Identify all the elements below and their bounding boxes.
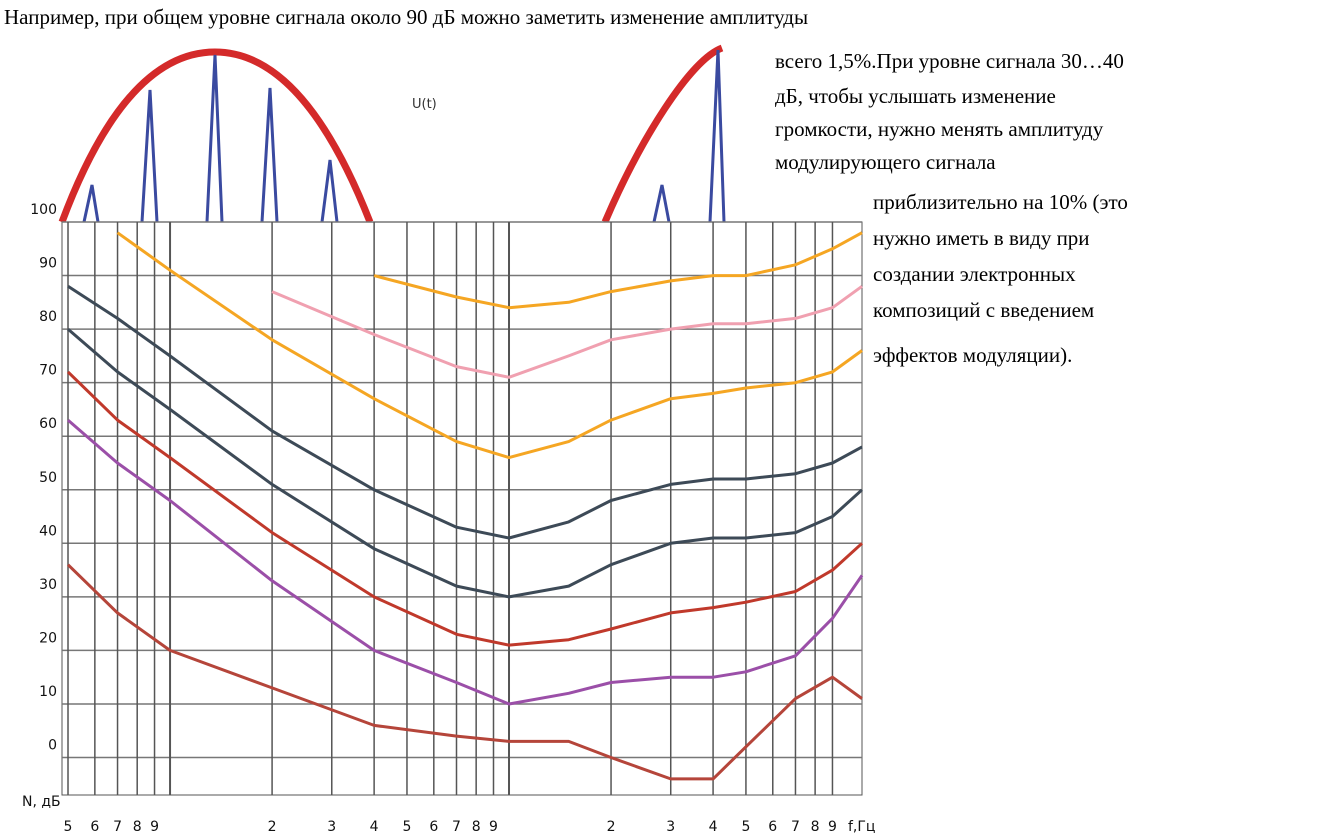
x-tick-label: 2 [268, 819, 277, 835]
y-tick-label: 60 [39, 416, 57, 432]
y-tick-label: 10 [39, 684, 57, 700]
y-tick-label: 80 [39, 309, 57, 325]
text-line: всего 1,5%.При уровне сигнала 30…40 [775, 49, 1124, 73]
x-tick-label: 9 [828, 819, 837, 835]
x-tick-label: 2 [607, 819, 616, 835]
text-line: громкости, нужно менять амплитуду [775, 117, 1104, 141]
x-tick-label: 7 [452, 819, 461, 835]
text-line: эффектов модуляции). [873, 343, 1072, 367]
x-tick-label: 9 [150, 819, 159, 835]
x-tick-label: 6 [768, 819, 777, 835]
x-tick-label: 4 [709, 819, 718, 835]
x-tick-label: 6 [90, 819, 99, 835]
y-tick-label: 20 [39, 630, 57, 646]
text-line: композиций с введением [873, 298, 1094, 322]
y-tick-label: 0 [48, 738, 57, 754]
wave-label: U(t) [412, 97, 437, 112]
x-tick-label: 4 [370, 819, 379, 835]
x-tick-label: 5 [403, 819, 412, 835]
x-axis-label: f,Гц [848, 819, 875, 835]
text-line: Например, при общем уровне сигнала около… [4, 5, 808, 29]
x-tick-label: 8 [133, 819, 142, 835]
text-line: создании электронных [873, 262, 1076, 286]
text-line: дБ, чтобы услышать изменение [775, 84, 1056, 108]
x-tick-label: 3 [666, 819, 675, 835]
x-tick-label: 7 [113, 819, 122, 835]
y-tick-label: 50 [39, 470, 57, 486]
x-tick-label: 6 [429, 819, 438, 835]
text-line: приблизительно на 10% (это [873, 190, 1128, 214]
x-tick-label: 9 [489, 819, 498, 835]
y-tick-label: 90 [39, 256, 57, 272]
page: Например, при общем уровне сигнала около… [0, 0, 1325, 837]
x-tick-label: 5 [741, 819, 750, 835]
x-tick-label: 7 [791, 819, 800, 835]
y-tick-label: 100 [30, 202, 57, 218]
text-line: модулирующего сигнала [775, 150, 996, 174]
x-tick-label: 5 [64, 819, 73, 835]
y-tick-label: 70 [39, 363, 57, 379]
x-tick-label: 8 [811, 819, 820, 835]
x-tick-label: 3 [327, 819, 336, 835]
y-axis-label: N, дБ [22, 794, 61, 810]
x-tick-label: 8 [472, 819, 481, 835]
text-line: нужно иметь в виду при [873, 226, 1090, 250]
y-tick-label: 30 [39, 577, 57, 593]
modulated-spikes [84, 50, 724, 222]
y-tick-label: 40 [39, 523, 57, 539]
waveform: U(t) [62, 48, 724, 222]
